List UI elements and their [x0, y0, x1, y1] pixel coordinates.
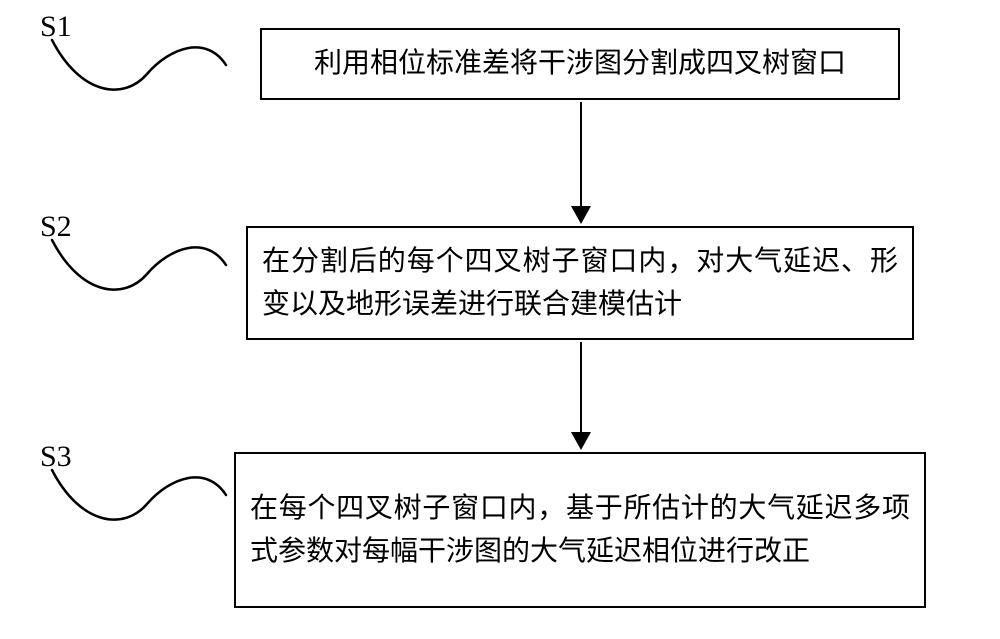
s-curve-s2 [48, 238, 228, 298]
arrow-head-1 [571, 206, 591, 224]
step-label-s1: S1 [40, 10, 72, 44]
step-box-s3: 在每个四叉树子窗口内，基于所估计的大气延迟多项式参数对每幅干涉图的大气延迟相位进… [234, 452, 926, 608]
step-label-s3: S3 [40, 440, 72, 474]
step-label-s2: S2 [40, 210, 72, 244]
step-box-s1: 利用相位标准差将干涉图分割成四叉树窗口 [260, 28, 900, 100]
step-box-s2: 在分割后的每个四叉树子窗口内，对大气延迟、形变以及地形误差进行联合建模估计 [246, 226, 914, 340]
step-text-s2: 在分割后的每个四叉树子窗口内，对大气延迟、形变以及地形误差进行联合建模估计 [262, 240, 898, 327]
arrow-line-2 [580, 342, 582, 434]
s-curve-s3 [48, 468, 228, 528]
s-curve-s1 [48, 38, 228, 98]
arrow-head-2 [571, 432, 591, 450]
step-text-s3: 在每个四叉树子窗口内，基于所估计的大气延迟多项式参数对每幅干涉图的大气延迟相位进… [250, 487, 910, 574]
step-text-s1: 利用相位标准差将干涉图分割成四叉树窗口 [314, 42, 846, 85]
arrow-line-1 [580, 102, 582, 208]
flowchart-canvas: S1 利用相位标准差将干涉图分割成四叉树窗口 S2 在分割后的每个四叉树子窗口内，对大… [0, 0, 1000, 639]
